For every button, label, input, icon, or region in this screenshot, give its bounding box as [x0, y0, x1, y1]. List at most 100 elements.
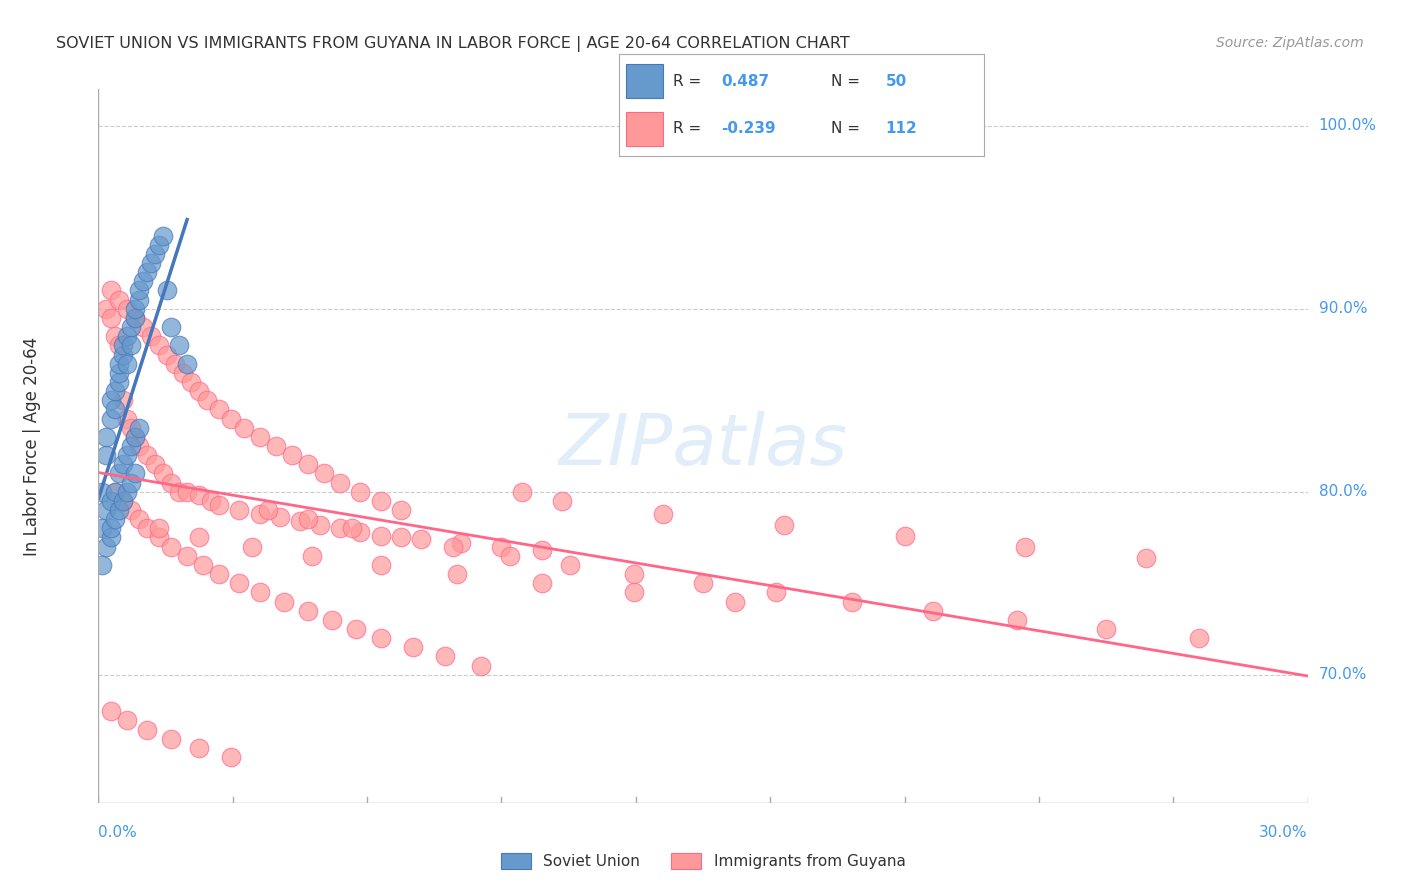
- Point: [128, 420, 150, 434]
- Point: [188, 531, 211, 545]
- Point: [329, 521, 352, 535]
- Point: [221, 411, 243, 425]
- Point: [623, 567, 645, 582]
- Point: [314, 467, 336, 481]
- Point: [160, 731, 183, 746]
- Point: [344, 622, 367, 636]
- Text: 70.0%: 70.0%: [1319, 667, 1367, 682]
- Point: [107, 375, 129, 389]
- Point: [115, 301, 138, 316]
- Point: [120, 338, 142, 352]
- Point: [228, 576, 250, 591]
- Point: [256, 503, 278, 517]
- Point: [96, 503, 118, 517]
- Point: [152, 228, 174, 243]
- Point: [107, 467, 129, 481]
- Point: [156, 284, 179, 298]
- Point: [551, 494, 574, 508]
- Point: [107, 338, 129, 352]
- Point: [309, 517, 332, 532]
- Point: [96, 448, 118, 462]
- Point: [470, 658, 492, 673]
- Point: [160, 475, 183, 490]
- Point: [370, 558, 392, 572]
- Point: [370, 494, 392, 508]
- Point: [249, 430, 271, 444]
- Point: [297, 604, 319, 618]
- Point: [135, 521, 157, 535]
- Point: [100, 494, 122, 508]
- Point: [188, 740, 211, 755]
- Point: [124, 430, 146, 444]
- Point: [297, 512, 319, 526]
- Point: [107, 293, 129, 307]
- Point: [111, 338, 134, 352]
- Point: [100, 393, 122, 408]
- Text: R =: R =: [673, 74, 702, 88]
- Point: [139, 256, 162, 270]
- Point: [107, 357, 129, 371]
- Point: [491, 540, 513, 554]
- Point: [249, 507, 271, 521]
- Point: [221, 750, 243, 764]
- Point: [195, 393, 218, 408]
- Point: [115, 484, 138, 499]
- Point: [530, 543, 553, 558]
- Point: [143, 247, 166, 261]
- Point: [180, 375, 202, 389]
- Point: [132, 320, 155, 334]
- Point: [450, 536, 472, 550]
- Point: [1135, 550, 1157, 565]
- Point: [120, 439, 142, 453]
- Point: [269, 510, 291, 524]
- Legend: Soviet Union, Immigrants from Guyana: Soviet Union, Immigrants from Guyana: [495, 847, 911, 875]
- Point: [172, 366, 194, 380]
- Point: [91, 521, 114, 535]
- Point: [107, 366, 129, 380]
- Text: Source: ZipAtlas.com: Source: ZipAtlas.com: [1216, 36, 1364, 50]
- Point: [115, 329, 138, 343]
- Point: [96, 430, 118, 444]
- Point: [148, 237, 170, 252]
- Point: [349, 484, 371, 499]
- Point: [115, 448, 138, 462]
- Text: 0.487: 0.487: [721, 74, 769, 88]
- Point: [160, 540, 183, 554]
- Point: [111, 458, 134, 472]
- Point: [176, 549, 198, 563]
- Point: [370, 631, 392, 645]
- Point: [115, 411, 138, 425]
- Point: [167, 484, 190, 499]
- Point: [510, 484, 533, 499]
- Point: [402, 640, 425, 655]
- Point: [321, 613, 343, 627]
- Point: [329, 475, 352, 490]
- Text: N =: N =: [831, 74, 859, 88]
- Text: 100.0%: 100.0%: [1319, 119, 1376, 133]
- Point: [232, 420, 254, 434]
- Text: R =: R =: [673, 121, 702, 136]
- Point: [124, 310, 146, 325]
- Point: [921, 604, 943, 618]
- Point: [128, 512, 150, 526]
- Point: [148, 521, 170, 535]
- Point: [724, 594, 747, 608]
- Point: [120, 320, 142, 334]
- Point: [100, 411, 122, 425]
- Point: [1014, 540, 1036, 554]
- Point: [188, 384, 211, 398]
- Point: [765, 585, 787, 599]
- Point: [91, 484, 114, 499]
- Point: [135, 448, 157, 462]
- Text: ZIPatlas: ZIPatlas: [558, 411, 848, 481]
- Point: [240, 540, 263, 554]
- Text: 80.0%: 80.0%: [1319, 484, 1367, 500]
- Point: [692, 576, 714, 591]
- Point: [498, 549, 520, 563]
- Point: [135, 723, 157, 737]
- Point: [103, 512, 125, 526]
- Text: 90.0%: 90.0%: [1319, 301, 1367, 317]
- Point: [128, 284, 150, 298]
- Point: [132, 274, 155, 288]
- Point: [249, 585, 271, 599]
